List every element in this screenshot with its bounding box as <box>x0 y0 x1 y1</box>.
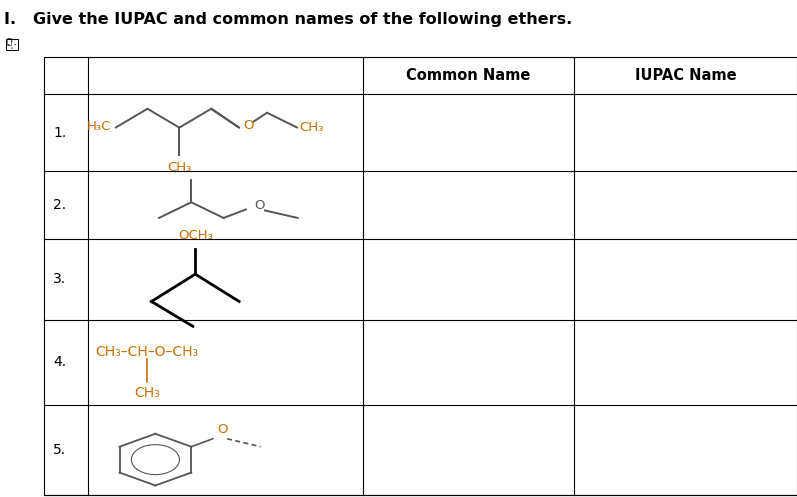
Text: H₃C: H₃C <box>87 120 112 133</box>
Text: IUPAC Name: IUPAC Name <box>634 68 736 83</box>
Text: 1.: 1. <box>53 126 67 140</box>
Text: ⬜: ⬜ <box>6 38 11 47</box>
Text: I.   Give the IUPAC and common names of the following ethers.: I. Give the IUPAC and common names of th… <box>4 12 572 27</box>
Text: CH₃: CH₃ <box>167 161 191 174</box>
Text: OCH₃: OCH₃ <box>178 229 213 242</box>
Text: O: O <box>253 199 265 212</box>
Text: CH₃: CH₃ <box>135 386 160 400</box>
Text: O: O <box>217 423 227 436</box>
Text: CH₃: CH₃ <box>299 121 324 134</box>
Text: CH₃–CH–O–CH₃: CH₃–CH–O–CH₃ <box>96 345 198 359</box>
Text: 4.: 4. <box>53 355 66 369</box>
Bar <box>6 39 18 50</box>
Bar <box>44 57 797 495</box>
Text: 2.: 2. <box>53 198 66 212</box>
Text: 3.: 3. <box>53 272 66 286</box>
Text: 5.: 5. <box>53 443 66 457</box>
Text: Common Name: Common Name <box>406 68 531 83</box>
Text: O: O <box>243 119 253 132</box>
